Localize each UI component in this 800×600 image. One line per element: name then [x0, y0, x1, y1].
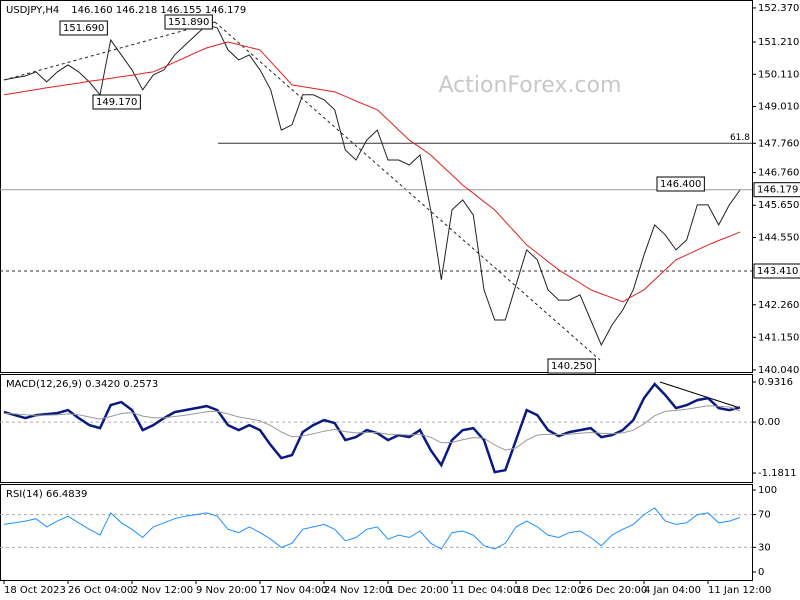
price-annotation: 151.890	[168, 17, 209, 28]
ohlc-values: 146.160 146.218 146.155 146.179	[71, 5, 246, 16]
price-annotation-box	[656, 176, 705, 192]
fib-label: 61.8	[730, 133, 750, 143]
y-tick-label: 70	[758, 510, 771, 521]
price-annotation: 140.250	[551, 361, 592, 372]
y-tick-label: 146.760	[758, 168, 799, 179]
series-line	[3, 405, 741, 451]
price-annotation-box	[547, 358, 596, 374]
y-tick-label: 149.010	[758, 102, 799, 113]
x-tick-label: 2 Nov 12:00	[132, 585, 193, 596]
y-tick-label: -1.1811	[758, 468, 797, 479]
panel-title: USDJPY,H4	[6, 5, 59, 16]
y-tick-label: 150.110	[758, 69, 799, 80]
x-tick-label: 26 Dec 20:00	[580, 585, 647, 596]
y-tick-label: 100	[758, 485, 777, 496]
price-annotation-box	[59, 20, 108, 36]
price-annotation-box	[92, 94, 141, 110]
x-tick-label: 26 Oct 04:00	[68, 585, 133, 596]
watermark: ActionForex.com	[439, 73, 622, 98]
trend-line	[3, 21, 216, 81]
x-tick-label: 9 Nov 20:00	[196, 585, 257, 596]
y-tick-label: 0.00	[758, 417, 780, 428]
x-tick-label: 18 Oct 2023	[4, 585, 66, 596]
y-tick-label: 152.370	[758, 3, 799, 14]
price-label: 146.179	[757, 185, 798, 196]
y-tick-label: 0	[758, 567, 764, 578]
trend-line	[659, 381, 741, 409]
series-line	[3, 382, 741, 474]
panel-frame	[0, 0, 753, 373]
y-tick-label: 0.9316	[758, 377, 793, 388]
panel-title: MACD(12,26,9) 0.3420 0.2573	[6, 379, 158, 390]
panel-title: RSI(14) 66.4839	[6, 489, 87, 500]
panel-frame	[0, 484, 753, 581]
y-tick-label: 147.760	[758, 138, 799, 149]
series-line	[3, 41, 741, 303]
level-label-box	[753, 263, 800, 279]
y-tick-label: 141.150	[758, 332, 799, 343]
x-tick-label: 11 Dec 04:00	[452, 585, 519, 596]
level-label: 143.410	[757, 266, 798, 277]
trend-line	[214, 21, 601, 361]
x-tick-label: 17 Nov 04:00	[260, 585, 327, 596]
y-tick-label: 151.210	[758, 37, 799, 48]
price-label-box	[753, 182, 800, 198]
panel-frame	[0, 374, 753, 483]
price-annotation-box	[164, 14, 213, 30]
series-line	[3, 24, 741, 347]
x-tick-label: 24 Nov 12:00	[324, 585, 391, 596]
x-tick-label: 18 Dec 12:00	[516, 585, 583, 596]
y-tick-label: 140.040	[758, 365, 799, 376]
y-tick-label: 145.650	[758, 200, 799, 211]
x-tick-label: 4 Jan 04:00	[644, 585, 701, 596]
price-annotation: 146.400	[660, 179, 701, 190]
y-tick-label: 144.550	[758, 233, 799, 244]
y-tick-label: 142.260	[758, 300, 799, 311]
x-tick-label: 11 Jan 12:00	[708, 585, 771, 596]
y-tick-label: 30	[758, 542, 771, 553]
series-line	[3, 507, 741, 550]
price-annotation: 151.690	[63, 23, 104, 34]
x-tick-label: 1 Dec 20:00	[388, 585, 449, 596]
price-annotation: 149.170	[96, 97, 137, 108]
